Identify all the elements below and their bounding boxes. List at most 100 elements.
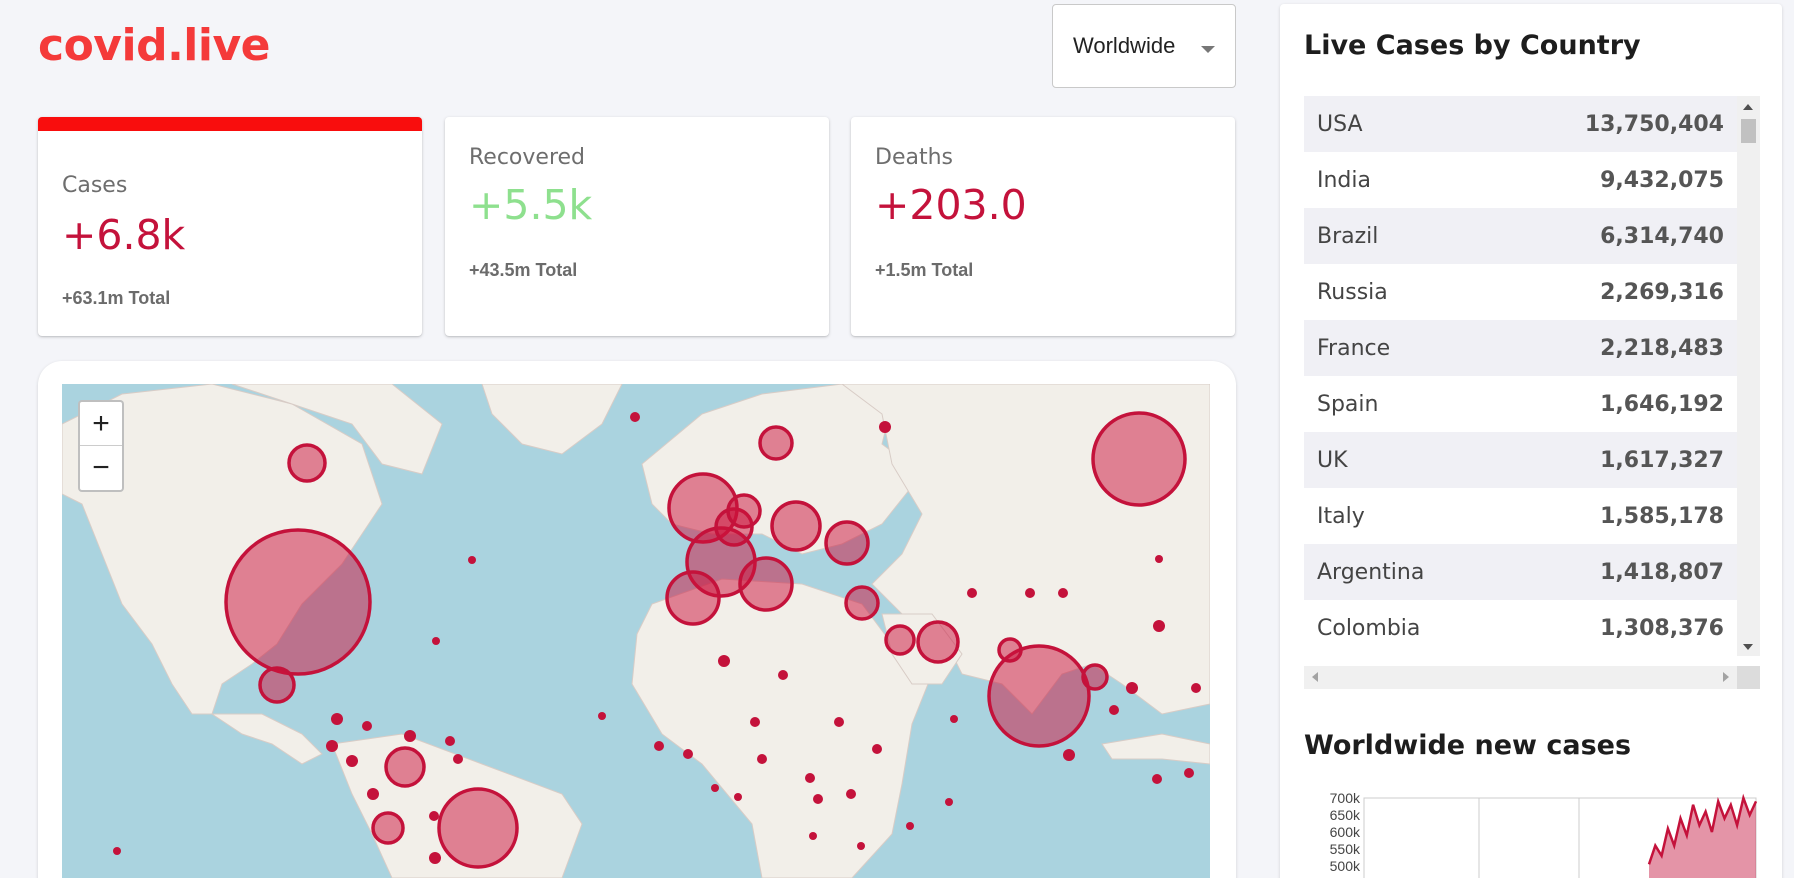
bubble-small <box>1155 555 1163 563</box>
country-cases: 2,218,483 <box>1600 335 1724 361</box>
bubble-small <box>950 715 958 723</box>
table-row[interactable]: Brazil 6,314,740 <box>1304 208 1737 264</box>
table-row[interactable]: Colombia 1,308,376 <box>1304 600 1737 656</box>
bubble-germany <box>770 500 822 552</box>
bubble-small <box>718 655 730 667</box>
cases-card[interactable]: Cases +6.8k +63.1m Total <box>38 117 422 336</box>
deaths-total: +1.5m Total <box>875 260 974 280</box>
scrollbar-thumb[interactable] <box>1741 119 1756 143</box>
bubble-small <box>879 421 891 433</box>
country-cases: 1,308,376 <box>1600 615 1724 641</box>
map-layer <box>62 384 1210 878</box>
country-cases: 13,750,404 <box>1584 111 1724 137</box>
bubble-poland <box>824 520 870 566</box>
country-name: Russia <box>1317 279 1388 305</box>
country-cases: 9,432,075 <box>1600 167 1724 193</box>
region-dropdown[interactable]: Worldwide <box>1052 4 1236 88</box>
scroll-left-arrow-icon[interactable] <box>1312 672 1318 682</box>
table-row[interactable]: UK 1,617,327 <box>1304 432 1737 488</box>
bubble-bangladesh <box>1081 663 1109 691</box>
country-cases: 1,585,178 <box>1600 503 1724 529</box>
recovered-card[interactable]: Recovered +5.5k +43.5m Total <box>445 117 829 336</box>
bubble-canada <box>287 443 327 483</box>
deaths-card[interactable]: Deaths +203.0 +1.5m Total <box>851 117 1235 336</box>
scroll-down-arrow-icon[interactable] <box>1743 644 1753 650</box>
bubble-small <box>872 744 882 754</box>
bubble-small <box>429 852 441 864</box>
greenland-land <box>481 384 623 455</box>
bubble-netherlands <box>726 493 762 529</box>
live-cases-title: Live Cases by Country <box>1304 30 1641 61</box>
bubble-small <box>813 794 823 804</box>
country-cases: 2,269,316 <box>1600 279 1724 305</box>
table-row[interactable]: USA 13,750,404 <box>1304 96 1737 152</box>
chart-y-tick-label: 600k <box>1330 824 1361 840</box>
scroll-right-arrow-icon[interactable] <box>1723 672 1729 682</box>
table-row[interactable]: Italy 1,585,178 <box>1304 488 1737 544</box>
bubble-small <box>711 784 719 792</box>
bubble-spain <box>665 570 721 626</box>
country-name: Brazil <box>1317 223 1379 249</box>
bubble-small <box>734 793 742 801</box>
country-name: Colombia <box>1317 615 1421 641</box>
table-row[interactable]: Spain 1,646,192 <box>1304 376 1737 432</box>
table-row[interactable]: India 9,432,075 <box>1304 152 1737 208</box>
world-map[interactable]: + − <box>62 384 1210 878</box>
table-row[interactable]: France 2,218,483 <box>1304 320 1737 376</box>
bubble-small <box>598 712 606 720</box>
bubble-small <box>362 721 372 731</box>
vertical-scrollbar[interactable] <box>1737 96 1760 656</box>
bubble-turkey <box>844 585 880 621</box>
region-dropdown-value: Worldwide <box>1073 33 1176 58</box>
recovered-delta: +5.5k <box>469 181 593 229</box>
live-cases-table[interactable]: USA 13,750,404 India 9,432,075 Brazil 6,314… <box>1304 96 1760 694</box>
deaths-label: Deaths <box>875 145 953 170</box>
bubble-italy <box>738 556 794 612</box>
bubble-brazil <box>437 787 519 869</box>
app-logo[interactable]: covid.live <box>38 20 270 71</box>
country-name: USA <box>1317 111 1363 137</box>
bubble-small <box>857 842 865 850</box>
bubble-small <box>404 730 416 742</box>
recovered-total: +43.5m Total <box>469 260 578 280</box>
bubble-peru <box>371 811 405 845</box>
bubble-small <box>834 717 844 727</box>
bubble-small <box>809 832 817 840</box>
recovered-label: Recovered <box>469 145 586 170</box>
chart-line-series <box>1647 793 1758 865</box>
bubble-small <box>945 798 953 806</box>
chart-y-tick-label: 550k <box>1330 841 1361 857</box>
bubble-iran <box>916 620 960 664</box>
table-row[interactable]: Russia 2,269,316 <box>1304 264 1737 320</box>
live-cases-rows: USA 13,750,404 India 9,432,075 Brazil 6,314… <box>1304 96 1737 656</box>
cases-delta: +6.8k <box>62 211 186 259</box>
cases-total: +63.1m Total <box>62 288 171 308</box>
deaths-delta: +203.0 <box>875 181 1027 229</box>
bubble-small <box>1063 749 1075 761</box>
bubble-small <box>906 822 914 830</box>
zoom-in-button[interactable]: + <box>80 402 122 446</box>
bubble-small <box>453 754 463 764</box>
zoom-out-button[interactable]: − <box>92 451 110 484</box>
country-name: UK <box>1317 447 1348 473</box>
bubble-mexico <box>258 666 296 704</box>
bubble-small <box>1152 774 1162 784</box>
country-name: India <box>1317 167 1371 193</box>
bubble-small <box>757 754 767 764</box>
chart-title: Worldwide new cases <box>1304 730 1632 761</box>
chart-y-tick-label: 650k <box>1330 807 1361 823</box>
bubble-small <box>1184 768 1194 778</box>
bubble-small <box>967 588 977 598</box>
bubble-small <box>750 717 760 727</box>
bubble-small <box>432 637 440 645</box>
horizontal-scrollbar[interactable] <box>1304 666 1737 689</box>
bubble-india <box>987 644 1091 748</box>
scroll-up-arrow-icon[interactable] <box>1743 104 1753 110</box>
table-row[interactable]: Argentina 1,418,807 <box>1304 544 1737 600</box>
country-cases: 1,418,807 <box>1600 559 1724 585</box>
bubble-small <box>1126 682 1138 694</box>
bubble-small <box>683 749 693 759</box>
country-name: Spain <box>1317 391 1379 417</box>
bubble-small <box>654 741 664 751</box>
